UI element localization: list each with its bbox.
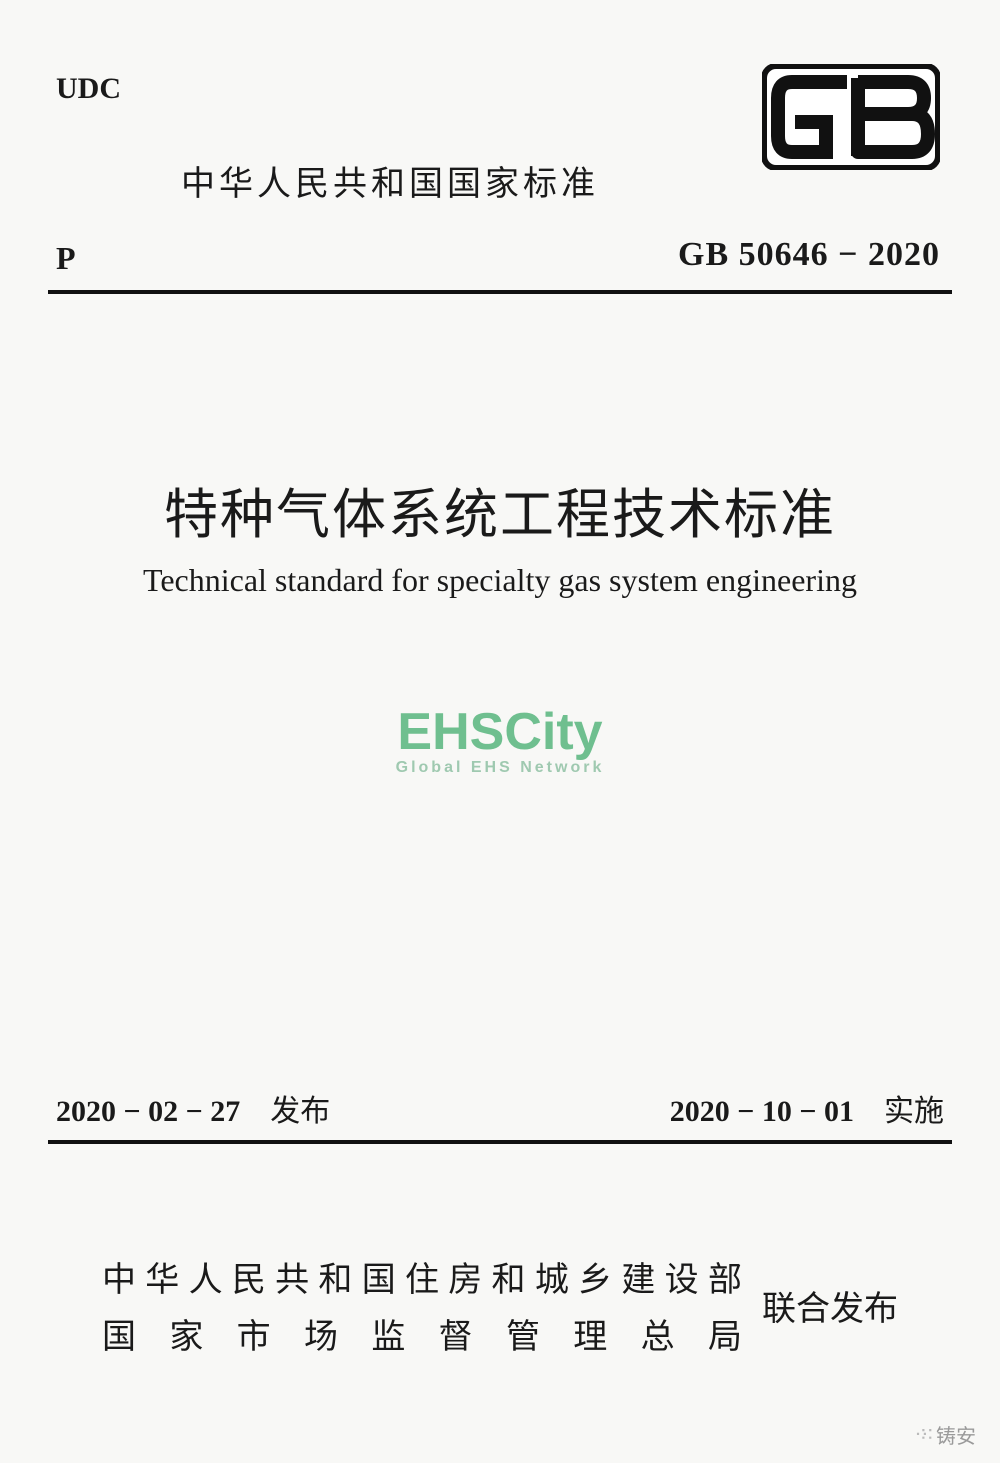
title-english: Technical standard for specialty gas sys… bbox=[0, 562, 1000, 599]
effective-date: 2020 − 10 − 01 bbox=[670, 1095, 854, 1128]
footer-source-tag: ⁖⁖ 铸安 bbox=[914, 1420, 976, 1449]
effective-block: 2020 − 10 − 01 实施 bbox=[670, 1086, 944, 1130]
horizontal-rule-top bbox=[48, 290, 952, 294]
issued-date: 2020 − 02 − 27 bbox=[56, 1095, 240, 1128]
watermark-logo: EHSCity Global EHS Network bbox=[0, 706, 1000, 776]
publisher-line-1: 中华人民共和国住房和城乡建设部 bbox=[102, 1252, 742, 1301]
watermark-sub: Global EHS Network bbox=[0, 760, 1000, 776]
horizontal-rule-bottom bbox=[48, 1140, 952, 1144]
watermark-main: EHSCity bbox=[397, 703, 602, 761]
publisher-lines: 中华人民共和国住房和城乡建设部 国家市场监督管理总局 bbox=[102, 1252, 742, 1358]
title-chinese: 特种气体系统工程技术标准 bbox=[0, 470, 1000, 549]
standard-code: GB 50646 − 2020 bbox=[678, 236, 940, 274]
issued-block: 2020 − 02 − 27 发布 bbox=[56, 1086, 330, 1130]
publisher-line-2: 国家市场监督管理总局 bbox=[102, 1309, 742, 1358]
udc-label: UDC bbox=[56, 72, 121, 106]
document-page: UDC 中华人民共和国国家标准 P GB 50646 − 2020 特种气体系统… bbox=[0, 0, 1000, 1463]
wechat-icon: ⁖⁖ bbox=[914, 1422, 928, 1448]
issued-label: 发布 bbox=[270, 1095, 330, 1128]
national-standard-heading: 中华人民共和国国家标准 bbox=[0, 156, 1000, 205]
joint-publish-label: 联合发布 bbox=[762, 1281, 898, 1330]
footer-source-name: 铸安 bbox=[936, 1420, 976, 1449]
publisher-block: 中华人民共和国住房和城乡建设部 国家市场监督管理总局 联合发布 bbox=[56, 1252, 944, 1358]
classification-letter: P bbox=[56, 240, 76, 277]
dates-row: 2020 − 02 − 27 发布 2020 − 10 − 01 实施 bbox=[56, 1086, 944, 1130]
effective-label: 实施 bbox=[884, 1095, 944, 1128]
